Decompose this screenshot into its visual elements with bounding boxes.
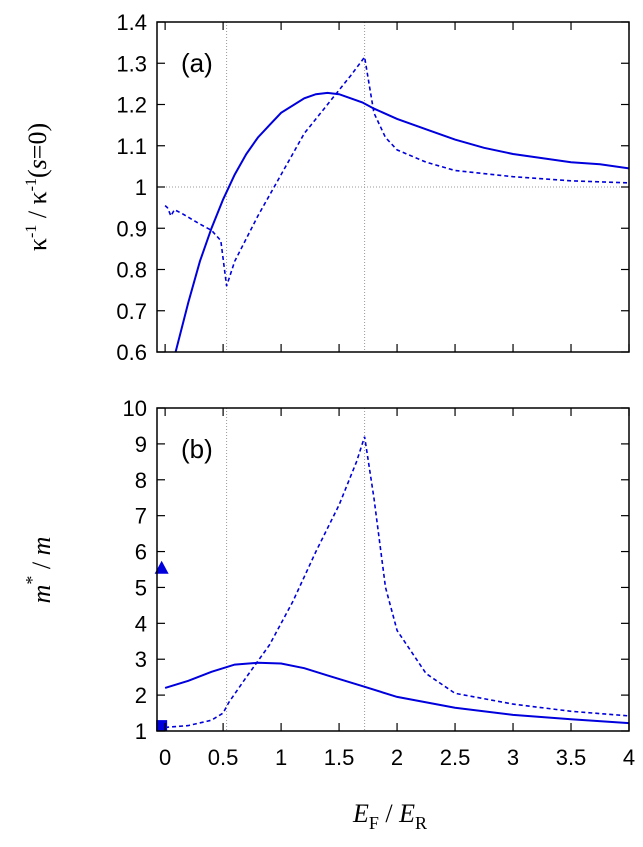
x-tick-label: 2 xyxy=(391,745,403,770)
y-tick-label: 0.7 xyxy=(116,299,147,324)
y-label-part: -1 xyxy=(23,225,40,238)
y-tick-label: 10 xyxy=(123,396,147,421)
data-line xyxy=(164,661,629,725)
y-label-part: m xyxy=(27,585,56,604)
y-tick-label: 1 xyxy=(135,719,147,744)
y-label-part: κ xyxy=(23,238,52,251)
y-label-part: m xyxy=(27,537,56,556)
x-label-part: E xyxy=(352,799,369,828)
y-label: m* / m xyxy=(22,537,56,604)
y-label-part: * xyxy=(22,576,42,585)
panel-label: (b) xyxy=(181,434,213,464)
y-tick-label: 1.1 xyxy=(116,134,147,159)
y-tick-label: 7 xyxy=(135,504,147,529)
y-tick-label: 0.6 xyxy=(116,340,147,365)
marker-square xyxy=(156,720,168,732)
x-tick-label: 4 xyxy=(623,745,635,770)
data-line xyxy=(174,91,629,352)
y-label: κ-1 / κ-1(s=0) xyxy=(23,123,52,251)
y-label-part: ( xyxy=(23,169,52,178)
y-tick-label: 1 xyxy=(135,175,147,200)
x-label-part: E xyxy=(398,799,415,828)
x-label-part: R xyxy=(415,813,427,833)
panel-label: (a) xyxy=(181,48,213,78)
y-label-part: =0) xyxy=(23,123,52,159)
y-tick-label: 0.9 xyxy=(116,216,147,241)
x-label: EF / ER xyxy=(352,799,427,833)
x-tick-label: 3 xyxy=(507,745,519,770)
y-tick-label: 1.2 xyxy=(116,93,147,118)
y-tick-label: 3 xyxy=(135,647,147,672)
data-line xyxy=(165,436,629,729)
x-tick-label: 1.5 xyxy=(324,745,355,770)
x-tick-label: 1 xyxy=(275,745,287,770)
y-tick-label: 9 xyxy=(135,432,147,457)
x-label-part: F xyxy=(369,813,379,833)
x-tick-label: 0.5 xyxy=(208,745,239,770)
plot-frame xyxy=(156,407,630,732)
x-tick-label: 2.5 xyxy=(440,745,471,770)
y-label-part: -1 xyxy=(23,178,40,191)
x-tick-label: 0 xyxy=(159,745,171,770)
y-label-part: / xyxy=(27,555,56,575)
x-tick-label: 3.5 xyxy=(556,745,587,770)
y-tick-label: 6 xyxy=(135,540,147,565)
y-tick-label: 0.8 xyxy=(116,258,147,283)
y-tick-label: 1.4 xyxy=(116,10,147,35)
marker-triangle xyxy=(154,560,169,574)
y-tick-label: 2 xyxy=(135,683,147,708)
x-label-part: / xyxy=(379,799,399,828)
y-label-part: s xyxy=(23,159,52,169)
y-label-part: / κ xyxy=(23,191,52,224)
y-tick-label: 4 xyxy=(135,611,147,636)
data-line xyxy=(164,55,629,287)
y-tick-label: 1.3 xyxy=(116,51,147,76)
y-tick-label: 5 xyxy=(135,575,147,600)
y-tick-label: 8 xyxy=(135,468,147,493)
